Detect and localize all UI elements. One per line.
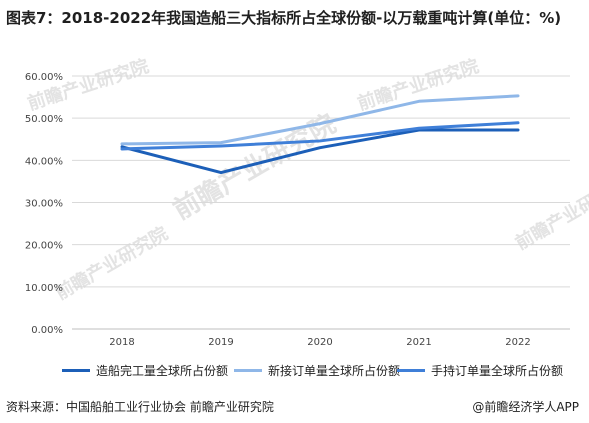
y-tick-label: 40.00% (25, 156, 63, 167)
legend-swatch (62, 369, 90, 372)
y-tick-label: 50.00% (25, 114, 63, 125)
y-tick-label: 60.00% (25, 72, 63, 83)
credit-note: @前瞻经济学人APP (472, 400, 579, 414)
x-tick-label: 2022 (505, 337, 530, 348)
watermark-text: 前瞻产业研究院 (512, 172, 589, 254)
source-note: 资料来源：中国船舶工业行业协会 前瞻产业研究院 (6, 400, 274, 414)
watermark-text: 前瞻产业研究院 (25, 55, 152, 115)
legend-label: 造船完工量全球所占份额 (96, 364, 229, 378)
legend-label: 手持订单量全球所占份额 (431, 364, 564, 378)
y-tick-label: 0.00% (31, 325, 63, 336)
x-tick-label: 2018 (109, 337, 134, 348)
grid-lines (72, 75, 570, 330)
series-lines (120, 94, 520, 175)
x-tick-label: 2021 (406, 337, 431, 348)
legend-swatch (234, 369, 262, 372)
watermark-text: 前瞻产业研究院 (52, 222, 172, 304)
y-axis-ticks: 0.00% 10.00% 20.00% 30.00% 40.00% 50.00% 60.00… (25, 72, 63, 336)
x-axis-ticks: 2018 2019 2020 2021 2022 (109, 337, 530, 348)
y-tick-label: 10.00% (25, 283, 63, 294)
watermark-text: 前瞻产业研究院 (355, 55, 482, 115)
chart-title: 图表7：2018-2022年我国造船三大指标所占全球份额-以万载重吨计算(单位：… (6, 9, 562, 27)
y-tick-label: 30.00% (25, 199, 63, 210)
x-tick-label: 2020 (307, 337, 332, 348)
legend-label: 新接订单量全球所占份额 (268, 364, 401, 378)
x-tick-label: 2019 (208, 337, 233, 348)
legend-swatch (397, 369, 425, 372)
y-tick-label: 20.00% (25, 241, 63, 252)
